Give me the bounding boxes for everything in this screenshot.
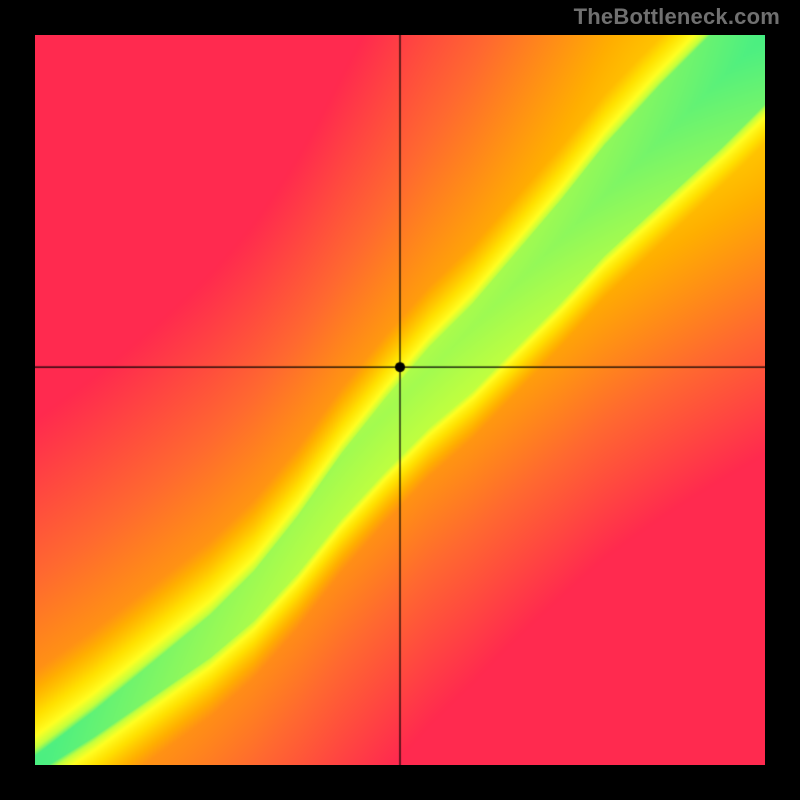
watermark-text: TheBottleneck.com: [574, 4, 780, 30]
heatmap-canvas: [35, 35, 765, 765]
plot-area: [35, 35, 765, 765]
chart-container: TheBottleneck.com: [0, 0, 800, 800]
